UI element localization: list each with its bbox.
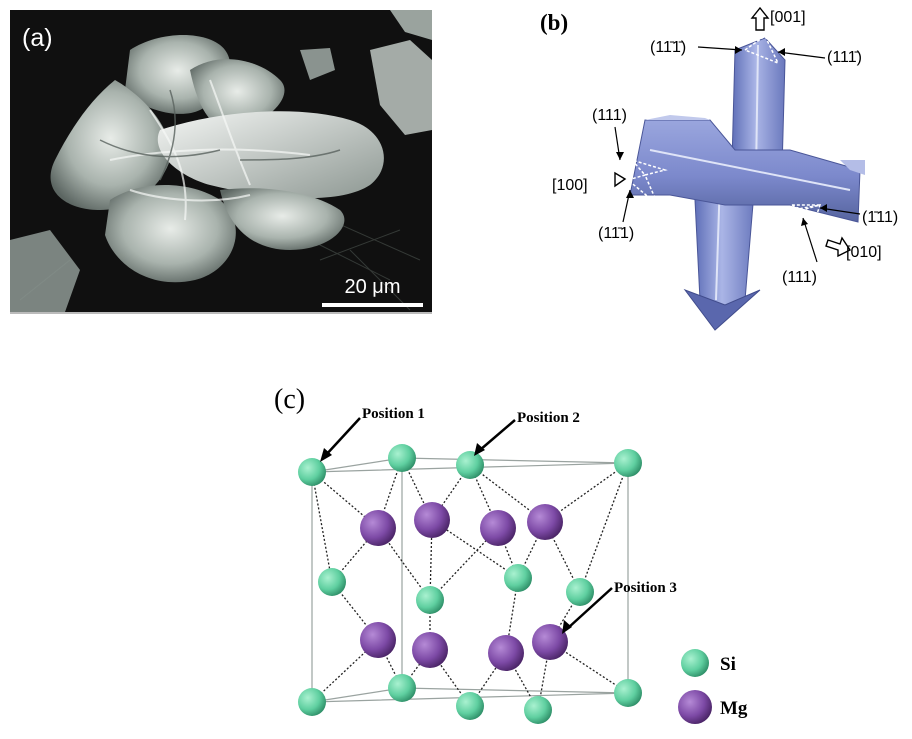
direction-label-100: [100] xyxy=(552,177,588,194)
direction-100-arrow-icon xyxy=(614,171,627,188)
si-atom xyxy=(504,564,532,592)
si-atom xyxy=(298,458,326,486)
position-3-label: Position 3 xyxy=(614,580,677,596)
si-atom xyxy=(318,568,346,596)
mg-atom xyxy=(414,502,450,538)
facet-label-top-left: (11̄1̄) xyxy=(650,39,686,56)
panel-a-label: (a) xyxy=(22,24,53,52)
facet-label-right-lower: (111) xyxy=(782,269,817,286)
mg2si-unit-cell-diagram: (c) xyxy=(274,384,748,724)
unit-cell-panel: (c) xyxy=(270,370,790,734)
legend-mg-swatch xyxy=(678,690,712,724)
sem-image-panel: (a) 20 μm xyxy=(10,10,432,314)
si-atom xyxy=(298,688,326,716)
mg-atom xyxy=(360,510,396,546)
panel-c-label: (c) xyxy=(274,384,305,415)
cross-crystal-diagram: (b) xyxy=(540,6,898,331)
direction-label-001: [001] xyxy=(770,9,806,26)
mg-atoms xyxy=(360,502,568,671)
si-atom xyxy=(524,696,552,724)
si-atom xyxy=(456,451,484,479)
sem-micrograph-image xyxy=(10,10,432,312)
facet-label-right-upper: (1̄11) xyxy=(862,209,898,226)
legend-si-label: Si xyxy=(720,654,736,675)
mg-atom xyxy=(480,510,516,546)
legend-si-swatch xyxy=(681,649,709,677)
position-2-label: Position 2 xyxy=(517,410,580,426)
horizontal-arm xyxy=(629,115,865,223)
facet-label-top-right: (111̄) xyxy=(827,49,862,66)
mg-atom xyxy=(527,504,563,540)
scale-bar xyxy=(322,303,423,307)
si-atom xyxy=(388,444,416,472)
si-atom xyxy=(614,449,642,477)
si-atoms xyxy=(298,444,642,724)
direction-010-arrow-icon xyxy=(825,236,852,258)
direction-001-arrow-icon xyxy=(750,6,770,31)
scale-bar-label: 20 μm xyxy=(344,276,401,298)
mg-atom xyxy=(360,622,396,658)
si-atom xyxy=(416,586,444,614)
si-atom xyxy=(566,578,594,606)
si-atom xyxy=(456,692,484,720)
facet-label-left-lower: (11̄1) xyxy=(598,225,634,242)
legend-mg-label: Mg xyxy=(720,698,748,719)
morphology-schematic-panel: (b) xyxy=(520,0,912,340)
facet-label-left-upper: (111) xyxy=(592,107,627,124)
si-atom xyxy=(388,674,416,702)
mg-atom xyxy=(532,624,568,660)
position-1-label: Position 1 xyxy=(362,406,425,422)
direction-label-010: [010] xyxy=(846,244,882,261)
legend: Si Mg xyxy=(678,649,748,724)
mg-atom xyxy=(488,635,524,671)
mg-atom xyxy=(412,632,448,668)
panel-b-label: (b) xyxy=(540,10,568,35)
si-atom xyxy=(614,679,642,707)
